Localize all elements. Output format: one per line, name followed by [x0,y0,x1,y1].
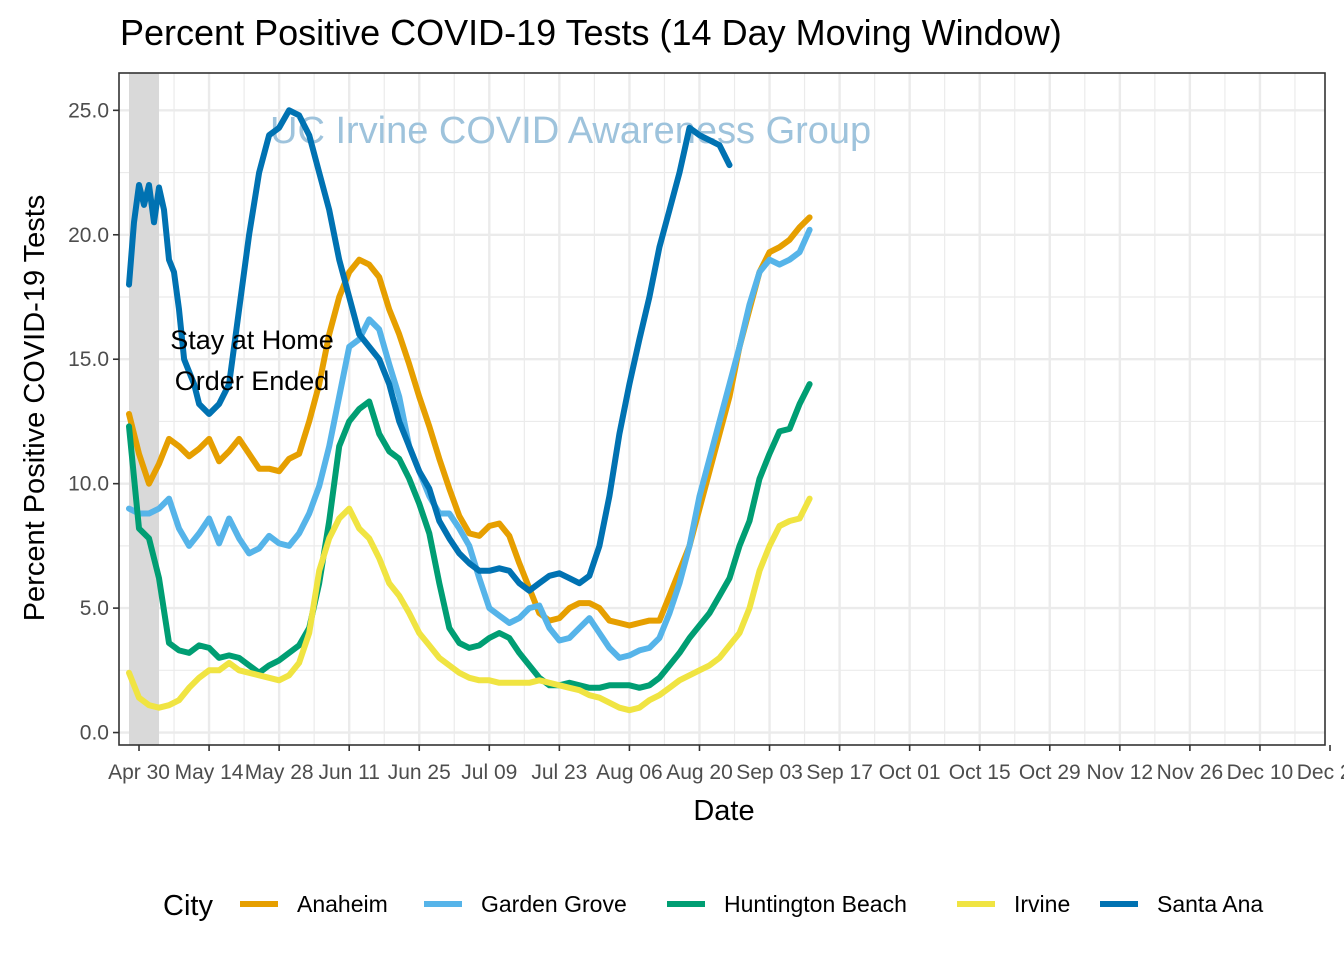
x-tick-label: Dec 24 [1297,761,1344,784]
x-tick-label: Jun 25 [388,761,451,784]
x-axis-title: Date [693,795,754,827]
x-tick-label: May 14 [175,761,244,784]
plot-frame [118,72,1326,746]
y-tick-label: 10.0 [68,473,109,496]
stay-at-home-shading [129,73,160,745]
legend-label: Santa Ana [1157,891,1263,917]
legend-label: Garden Grove [481,891,627,917]
x-tick-label: Oct 01 [879,761,941,784]
series-line-irvine [126,495,813,714]
x-tick-label: Jul 09 [461,761,517,784]
y-tick-label: 20.0 [68,224,109,247]
x-tick-label: Nov 12 [1087,761,1154,784]
y-tick-label: 15.0 [68,348,109,371]
legend-label: Huntington Beach [724,891,907,917]
x-tick-label: Dec 10 [1227,761,1294,784]
series-line-huntington-beach [126,381,813,691]
x-tick-label: Oct 15 [949,761,1011,784]
legend-label: Anaheim [297,891,388,917]
x-tick-label: Nov 26 [1157,761,1224,784]
series-group [126,107,813,714]
series-line-garden-grove [126,226,813,661]
x-tick-label: Aug 20 [666,761,733,784]
x-tick-label: Aug 06 [596,761,663,784]
x-tick-label: Sep 17 [806,761,873,784]
x-tick-label: Apr 30 [108,761,170,784]
plot-area: UC Irvine COVID Awareness Group Stay at H… [68,72,1344,784]
y-tick-label: 25.0 [68,99,109,122]
x-tick-label: Jun 11 [318,761,380,784]
series-line-santa-ana [126,107,733,594]
legend: City Anaheim Garden Grove Huntington Beach I… [163,890,1263,922]
y-axis-title: Percent Positive COVID-19 Tests [19,195,51,622]
y-tick-label: 0.0 [80,722,109,745]
chart-title: Percent Positive COVID-19 Tests (14 Day … [120,12,1062,53]
legend-title: City [163,890,213,922]
x-tick-label: Oct 29 [1019,761,1081,784]
watermark-text: UC Irvine COVID Awareness Group [270,110,871,152]
x-tick-label: Sep 03 [736,761,803,784]
x-tick-label: May 28 [245,761,314,784]
x-tick-label: Jul 23 [531,761,587,784]
annotation-text: Stay at Home Order Ended [170,325,334,396]
y-tick-label: 5.0 [80,597,109,620]
legend-label: Irvine [1014,891,1070,917]
